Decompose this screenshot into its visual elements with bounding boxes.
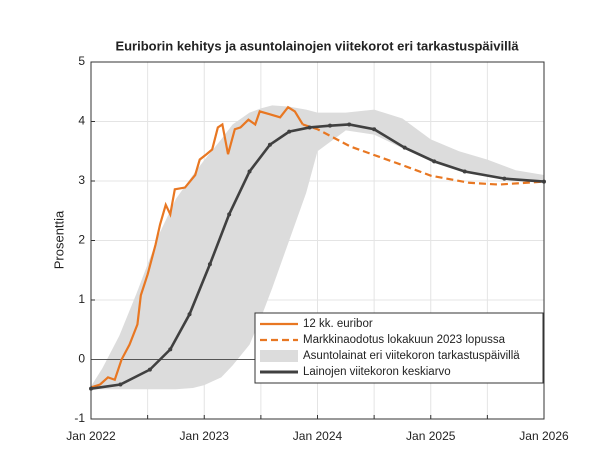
point [372, 127, 377, 132]
y-tick-label: 3 [78, 173, 85, 187]
point [147, 367, 152, 372]
series-line [90, 105, 304, 389]
point [247, 169, 252, 174]
point [502, 176, 507, 181]
range-band [91, 105, 544, 390]
x-tick-label: Jan 2022 [66, 429, 116, 443]
point [267, 142, 272, 147]
y-tick-label: 4 [78, 114, 85, 128]
x-tick-label: Jan 2025 [406, 429, 456, 443]
y-axis-label: Prosenttia [51, 210, 66, 269]
point [347, 122, 352, 127]
point [227, 212, 232, 217]
y-tick-label: 0 [78, 352, 85, 366]
legend-label: 12 kk. euribor [303, 318, 373, 330]
x-tick-label: Jan 2023 [180, 429, 230, 443]
point [118, 382, 123, 387]
point [287, 129, 292, 134]
point [432, 159, 437, 164]
legend-swatch [260, 350, 298, 362]
legend-label: Markkinaodotus lokakuun 2023 lopussa [303, 334, 506, 346]
point [462, 169, 467, 174]
point [168, 347, 173, 352]
chart-title: Euriborin kehitys ja asuntolainojen viit… [115, 38, 519, 53]
y-tick-label: -1 [74, 411, 85, 425]
point [187, 312, 192, 317]
x-tick-label: Jan 2024 [293, 429, 343, 443]
point [402, 145, 407, 150]
plot-frame [90, 61, 545, 420]
y-tick-label: 5 [78, 54, 85, 68]
legend-label: Lainojen viitekoron keskiarvo [303, 366, 451, 378]
legend-box [254, 312, 544, 384]
x-tick-label: Jan 2026 [519, 429, 569, 443]
y-tick-label: 2 [78, 233, 85, 247]
series-line [302, 123, 545, 186]
point [327, 123, 332, 128]
y-tick-label: 1 [78, 292, 85, 306]
point [207, 262, 212, 267]
point [307, 125, 312, 130]
legend-label: Asuntolainat eri viitekoron tarkastuspäi… [303, 350, 520, 362]
